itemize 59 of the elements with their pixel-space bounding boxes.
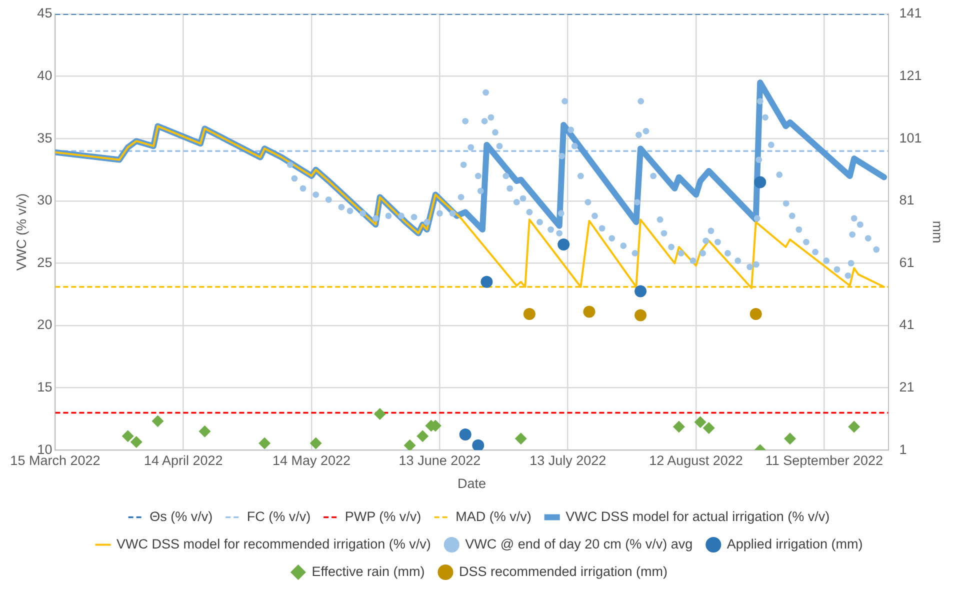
y2-tick-label: 1 xyxy=(899,442,907,457)
y2-tick-label: 21 xyxy=(899,380,914,395)
point xyxy=(258,437,271,450)
point xyxy=(750,308,762,320)
point xyxy=(672,420,685,433)
point xyxy=(514,432,527,445)
legend-label: VWC DSS model for actual irrigation (% v/v) xyxy=(566,508,830,524)
y-tick-label: 30 xyxy=(37,192,52,208)
point xyxy=(416,430,429,442)
y2-tick-label: 101 xyxy=(899,130,922,146)
point xyxy=(374,408,386,420)
y2-tick-label: 41 xyxy=(899,317,914,332)
point xyxy=(122,430,134,442)
x-tick-label: 11 September 2022 xyxy=(765,452,883,468)
legend-label: Applied irrigation (mm) xyxy=(726,536,863,552)
y2-tick-label: 141 xyxy=(899,6,922,21)
y-tick-label: 20 xyxy=(37,317,52,332)
legend-label: MAD (% v/v) xyxy=(456,508,532,524)
y-axis-title: VWC (% v/v) xyxy=(14,193,29,271)
y2-tick-label: 61 xyxy=(899,254,914,270)
legend-label: VWC DSS model for recommended irrigation (% v/v) xyxy=(116,536,431,552)
point xyxy=(634,285,646,298)
point xyxy=(848,420,860,433)
y-tick-label: 15 xyxy=(37,380,52,395)
y-tick-label: 40 xyxy=(37,68,52,84)
legend-label: VWC @ end of day 20 cm (% v/v) avg xyxy=(465,536,693,552)
point xyxy=(130,436,142,448)
x-axis-title: Date xyxy=(457,476,486,492)
point xyxy=(198,425,211,438)
y-tick-label: 25 xyxy=(37,254,52,270)
legend-label: Effective rain (mm) xyxy=(312,564,425,579)
point xyxy=(480,276,493,288)
x-tick-label: 14 April 2022 xyxy=(144,452,223,468)
point xyxy=(702,422,715,434)
point xyxy=(152,415,164,428)
point xyxy=(472,439,484,450)
legend-label: Θs (% v/v) xyxy=(150,508,213,524)
point xyxy=(459,428,472,441)
point xyxy=(634,309,646,322)
y2-axis-title: mm xyxy=(930,220,946,244)
point xyxy=(754,176,766,188)
point xyxy=(523,308,536,320)
y2-tick-label: 81 xyxy=(899,192,914,208)
point xyxy=(583,306,596,318)
x-tick-label: 13 June 2022 xyxy=(398,452,481,468)
point xyxy=(404,439,416,450)
y2-tick-label: 121 xyxy=(899,68,922,84)
x-tick-label: 14 May 2022 xyxy=(272,452,351,468)
legend-label: FC (% v/v) xyxy=(246,508,311,524)
x-tick-label: 13 July 2022 xyxy=(530,452,606,468)
x-tick-label: 12 August 2022 xyxy=(649,452,743,468)
point xyxy=(784,432,796,445)
legend-label: DSS recommended irrigation (mm) xyxy=(458,564,668,579)
point xyxy=(558,238,570,251)
legend-label: PWP (% v/v) xyxy=(344,508,422,524)
point xyxy=(694,416,706,428)
point xyxy=(310,437,322,450)
y-tick-label: 35 xyxy=(37,130,52,146)
y-tick-label: 45 xyxy=(37,6,52,21)
